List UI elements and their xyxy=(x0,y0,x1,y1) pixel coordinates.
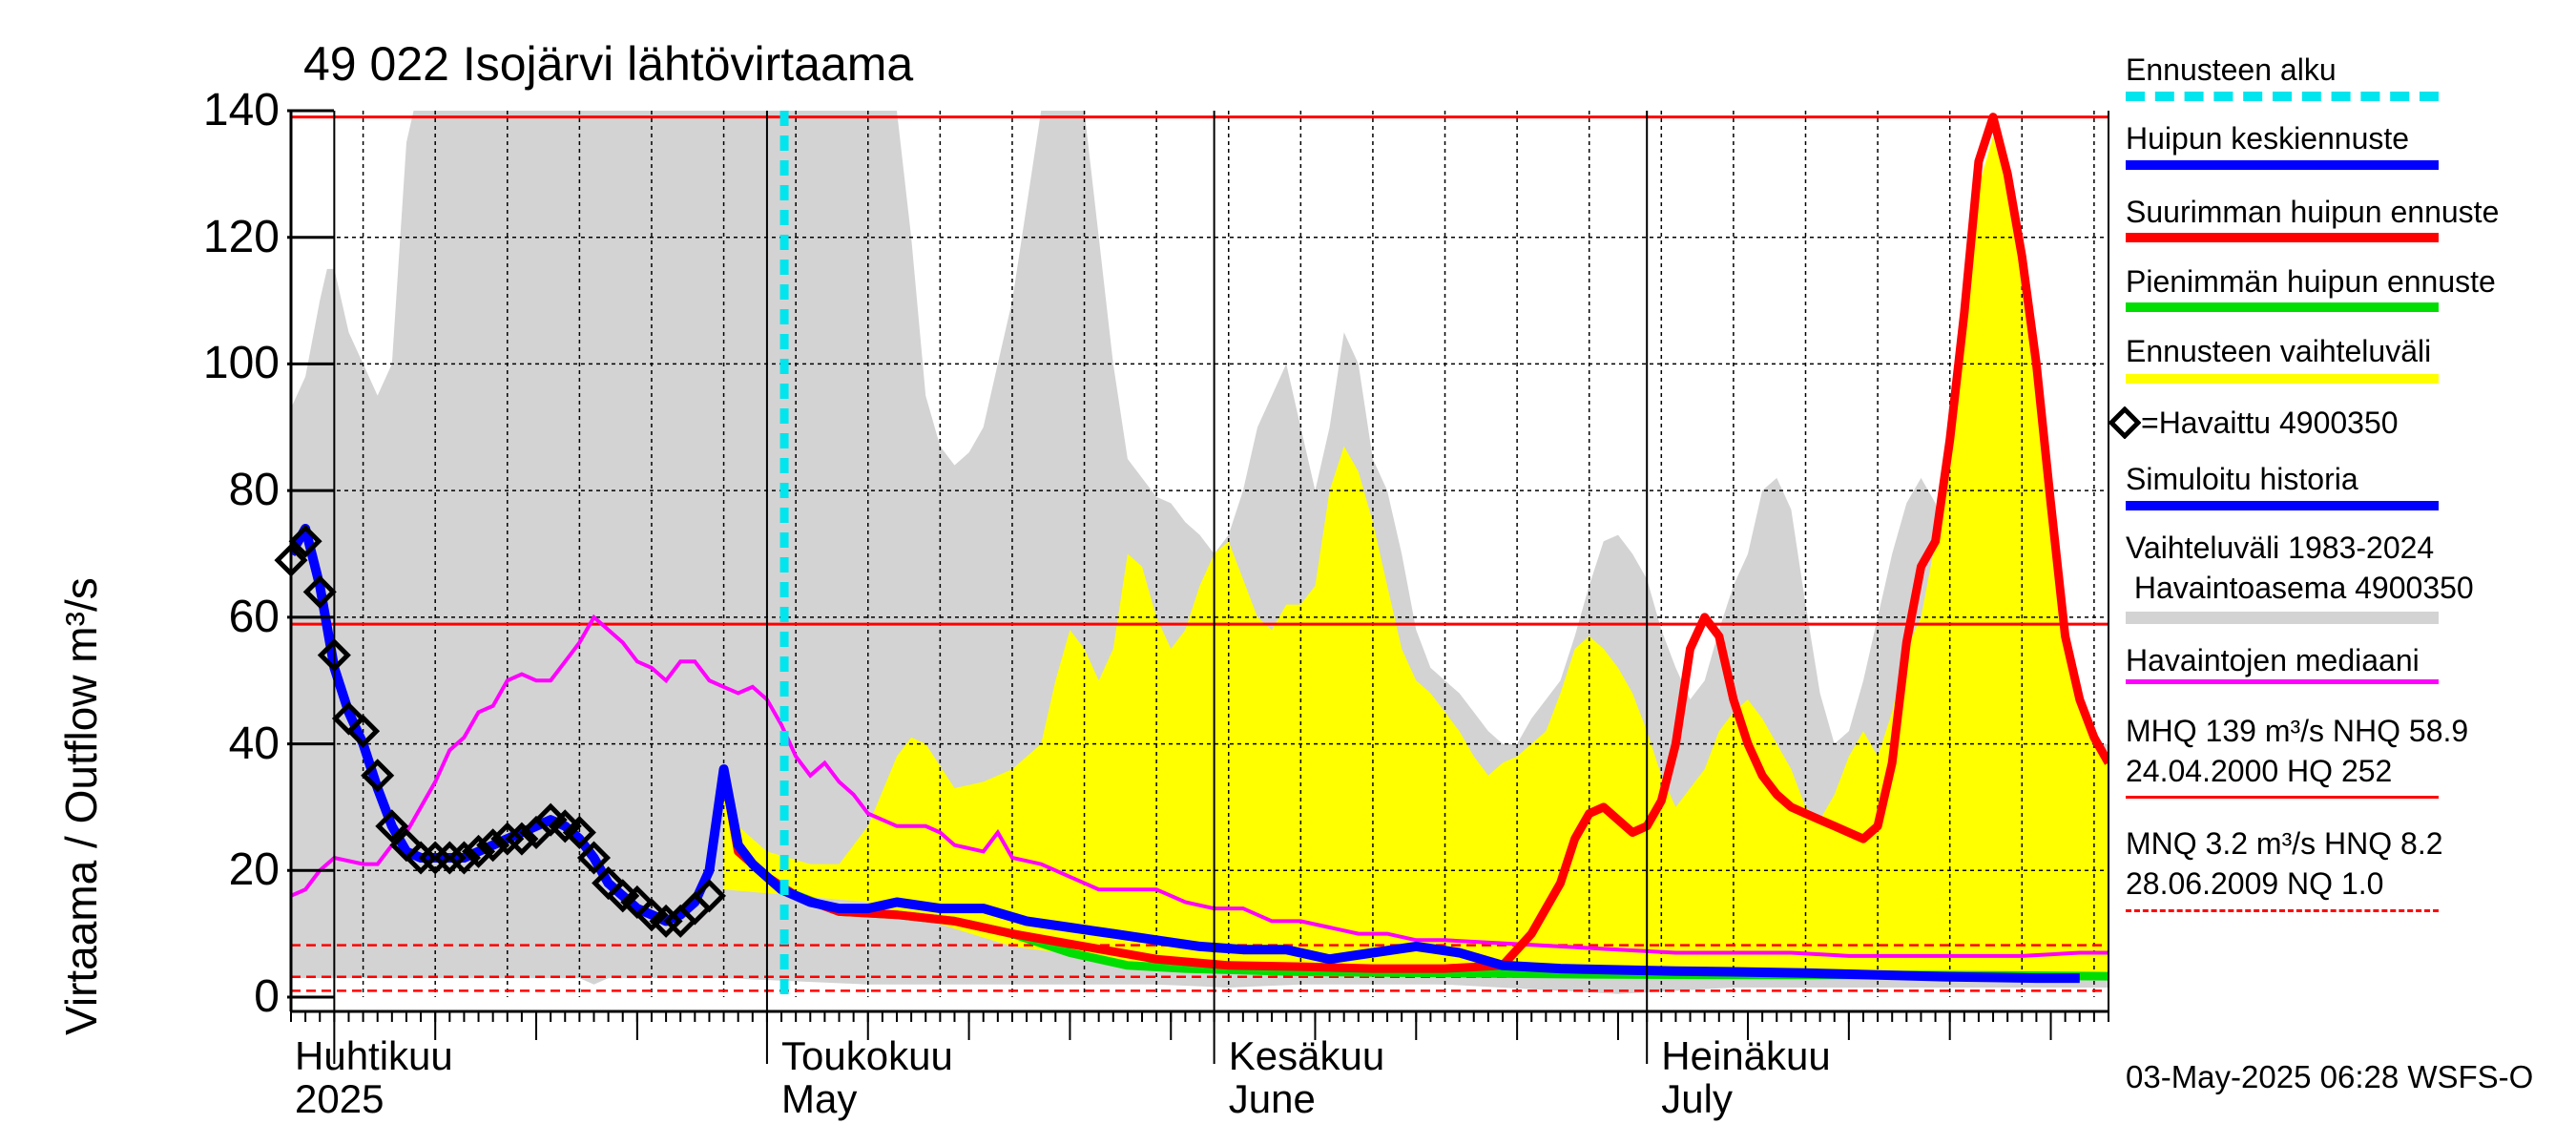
legend-observed-label: =Havaittu 4900350 xyxy=(2141,406,2399,440)
month-label-en: July xyxy=(1661,1076,1733,1121)
y-tick-label: 120 xyxy=(202,211,280,262)
observed-point xyxy=(462,834,496,868)
month-label-fi: Heinäkuu xyxy=(1661,1033,1831,1078)
month-label-fi: Huhtikuu xyxy=(295,1033,453,1078)
legend-min-peak-label: Pienimmän huipun ennuste xyxy=(2126,264,2496,299)
legend-mean-peak-label: Huipun keskiennuste xyxy=(2126,121,2410,156)
observed-point xyxy=(361,759,395,793)
legend-mhq-label-1: MHQ 139 m³/s NHQ 58.9 xyxy=(2126,714,2469,748)
legend-forecast-start-label: Ennusteen alku xyxy=(2126,52,2337,87)
legend-simulated-swatch xyxy=(2126,501,2439,510)
observed-point xyxy=(418,841,452,875)
observed-point xyxy=(576,841,612,875)
y-axis-label: Virtaama / Outflow m³/s xyxy=(56,577,106,1035)
legend-range-label: Ennusteen vaihteluväli xyxy=(2126,334,2432,368)
legend-hist-range-label-1: Vaihteluväli 1983-2024 xyxy=(2126,531,2435,565)
y-tick-label: 20 xyxy=(228,844,280,896)
legend-mnq-label-1: MNQ 3.2 m³/s HNQ 8.2 xyxy=(2126,826,2443,861)
observed-point xyxy=(476,828,510,863)
legend-max-peak-label: Suurimman huipun ennuste xyxy=(2126,195,2500,229)
legend-forecast-start-swatch xyxy=(2126,92,2439,101)
observed-diamond-icon xyxy=(2109,406,2141,439)
observed-point xyxy=(288,524,322,558)
y-tick-label: 100 xyxy=(202,338,280,389)
max-peak-forecast-line xyxy=(719,113,2109,973)
observed-point xyxy=(490,822,525,856)
y-tick-label: 140 xyxy=(202,85,280,135)
legend-median-swatch xyxy=(2126,679,2439,684)
month-label-fi: Toukokuu xyxy=(781,1033,953,1078)
legend-mnq-swatch xyxy=(2126,909,2439,912)
observed-point xyxy=(375,809,409,843)
timestamp-footer: 03-May-2025 06:28 WSFS-O xyxy=(2126,1059,2534,1094)
observed-point xyxy=(447,841,481,875)
observed-point xyxy=(505,822,539,856)
legend-hist-range-label-2: Havaintoasema 4900350 xyxy=(2126,571,2474,605)
y-tick-label: 40 xyxy=(228,718,280,769)
observed-point xyxy=(432,841,467,875)
median-line xyxy=(291,614,2109,958)
legend-mnq-label-2: 28.06.2009 NQ 1.0 xyxy=(2126,866,2384,901)
observed-point xyxy=(302,574,337,609)
legend-hist-range-swatch xyxy=(2126,612,2439,624)
observed-point xyxy=(346,714,381,748)
legend-mhq-swatch xyxy=(2126,796,2439,799)
observed-point xyxy=(692,879,726,913)
y-tick-label: 60 xyxy=(228,591,280,642)
legend-mean-peak-swatch xyxy=(2126,160,2439,170)
observed-point xyxy=(404,841,438,875)
observed-point xyxy=(649,904,683,938)
chart-title: 49 022 Isojärvi lähtövirtaama xyxy=(303,37,914,91)
legend-min-peak-swatch xyxy=(2126,302,2439,312)
month-label-en: June xyxy=(1228,1076,1316,1121)
legend-mhq-label-2: 24.04.2000 HQ 252 xyxy=(2126,754,2393,788)
legend-simulated-label: Simuloitu historia xyxy=(2126,462,2358,496)
legend-median-label: Havaintojen mediaani xyxy=(2126,643,2420,677)
month-label-en: May xyxy=(781,1076,858,1121)
legend-max-peak-swatch xyxy=(2126,233,2439,242)
legend-range-swatch xyxy=(2126,374,2439,384)
observed-point xyxy=(562,815,596,850)
month-label-en: 2025 xyxy=(295,1076,384,1121)
y-tick-label: 0 xyxy=(254,971,280,1022)
y-tick-label: 80 xyxy=(228,465,280,516)
month-label-fi: Kesäkuu xyxy=(1228,1033,1385,1078)
